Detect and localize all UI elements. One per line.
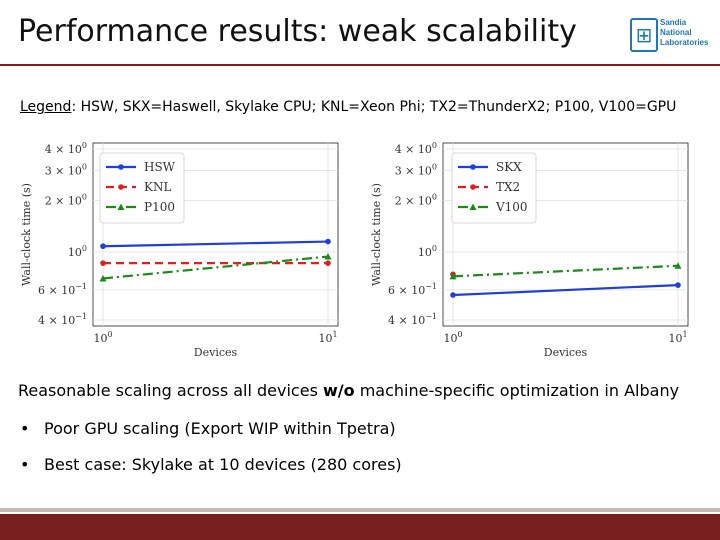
bullet-item: • Poor GPU scaling (Export WIP within Tpe…: [20, 419, 396, 438]
footer-stripe: [0, 508, 720, 512]
charts-area: 4 × 100 3 × 100 2 × 100 100 6 × 10−1 4 × 10−1…: [20, 141, 689, 359]
bullet-icon: •: [20, 419, 30, 438]
legend-note-label: Legend: [20, 99, 72, 115]
y-tick-label: 4 × 100: [395, 141, 437, 156]
y-tick-label: 4 × 10−1: [388, 312, 437, 327]
chart-1: 4 × 100 3 × 100 2 × 100 100 6 × 10−1 4 × 10−1…: [20, 141, 339, 359]
y-axis-label: Wall-clock time (s): [20, 183, 33, 286]
x-axis-label: Devices: [544, 346, 588, 359]
legend-label-p100: P100: [144, 200, 175, 214]
series-line-skx: [452, 283, 679, 297]
bullet-icon: •: [20, 455, 30, 474]
legend-label-skx: SKX: [496, 160, 522, 174]
data-point-knl: [100, 260, 106, 266]
sandia-logo: ⊞ Sandia National Laboratories: [630, 18, 710, 52]
series-line-hsw: [102, 240, 329, 248]
sandia-thunderbird-icon: ⊞: [630, 18, 658, 52]
logo-wordmark: Sandia National Laboratories: [660, 18, 709, 47]
data-point-skx: [675, 282, 681, 288]
x-tick-label: 101: [668, 330, 687, 345]
y-tick-label: 6 × 10−1: [38, 282, 87, 297]
legend-note-text: : HSW, SKX=Haswell, Skylake CPU; KNL=Xeo…: [71, 99, 677, 115]
chart-legend: HSW KNL P100: [99, 152, 185, 224]
x-tick-label: 100: [443, 330, 462, 345]
legend-marker: [469, 203, 477, 210]
y-tick-label: 3 × 100: [395, 162, 437, 177]
bullet-item: • Best case: Skylake at 10 devices (280 c…: [20, 455, 402, 474]
legend-label-v100: V100: [495, 200, 528, 214]
summary-text: Reasonable scaling across all devices w/…: [18, 381, 680, 400]
legend-marker: [118, 164, 124, 170]
y-tick-label: 2 × 100: [45, 192, 87, 207]
legend-note: Legend: HSW, SKX=Haswell, Skylake CPU; K…: [20, 99, 676, 115]
series-line-v100: [452, 264, 679, 278]
page-title: Performance results: weak scalability: [18, 14, 577, 49]
x-tick-label: 100: [93, 330, 112, 345]
data-point-skx: [450, 292, 456, 298]
footer-bar: [0, 514, 720, 540]
data-point-p100: [99, 274, 107, 282]
legend-label-tx2: TX2: [496, 180, 520, 194]
data-point-knl: [325, 260, 331, 266]
legend-marker: [117, 203, 125, 210]
legend-marker: [470, 164, 476, 170]
series-line-p100: [102, 255, 329, 280]
legend-label-knl: KNL: [144, 180, 171, 194]
y-tick-label: 3 × 100: [45, 162, 87, 177]
chart-legend: SKX TX2 V100: [451, 152, 537, 224]
legend-label-hsw: HSW: [144, 160, 176, 174]
y-tick-label: 4 × 100: [45, 141, 87, 156]
y-tick-label: 2 × 100: [395, 192, 437, 207]
data-point-v100: [449, 272, 457, 280]
data-point-p100: [324, 253, 332, 260]
y-tick-label: 4 × 10−1: [38, 312, 87, 327]
data-point-v100: [674, 262, 682, 269]
data-point-hsw: [325, 238, 331, 245]
title-divider: [0, 64, 720, 66]
x-axis-label: Devices: [194, 346, 238, 359]
y-tick-label: 100: [418, 244, 437, 259]
legend-marker: [118, 184, 124, 190]
y-axis-label: Wall-clock time (s): [370, 183, 383, 286]
x-tick-label: 101: [318, 330, 337, 345]
data-point-hsw: [100, 243, 106, 250]
legend-marker: [470, 184, 476, 190]
chart-2: 4 × 100 3 × 100 2 × 100 100 6 × 10−1 4 × 10−1…: [370, 141, 689, 359]
y-tick-label: 6 × 10−1: [388, 282, 437, 297]
y-tick-label: 100: [68, 244, 87, 259]
